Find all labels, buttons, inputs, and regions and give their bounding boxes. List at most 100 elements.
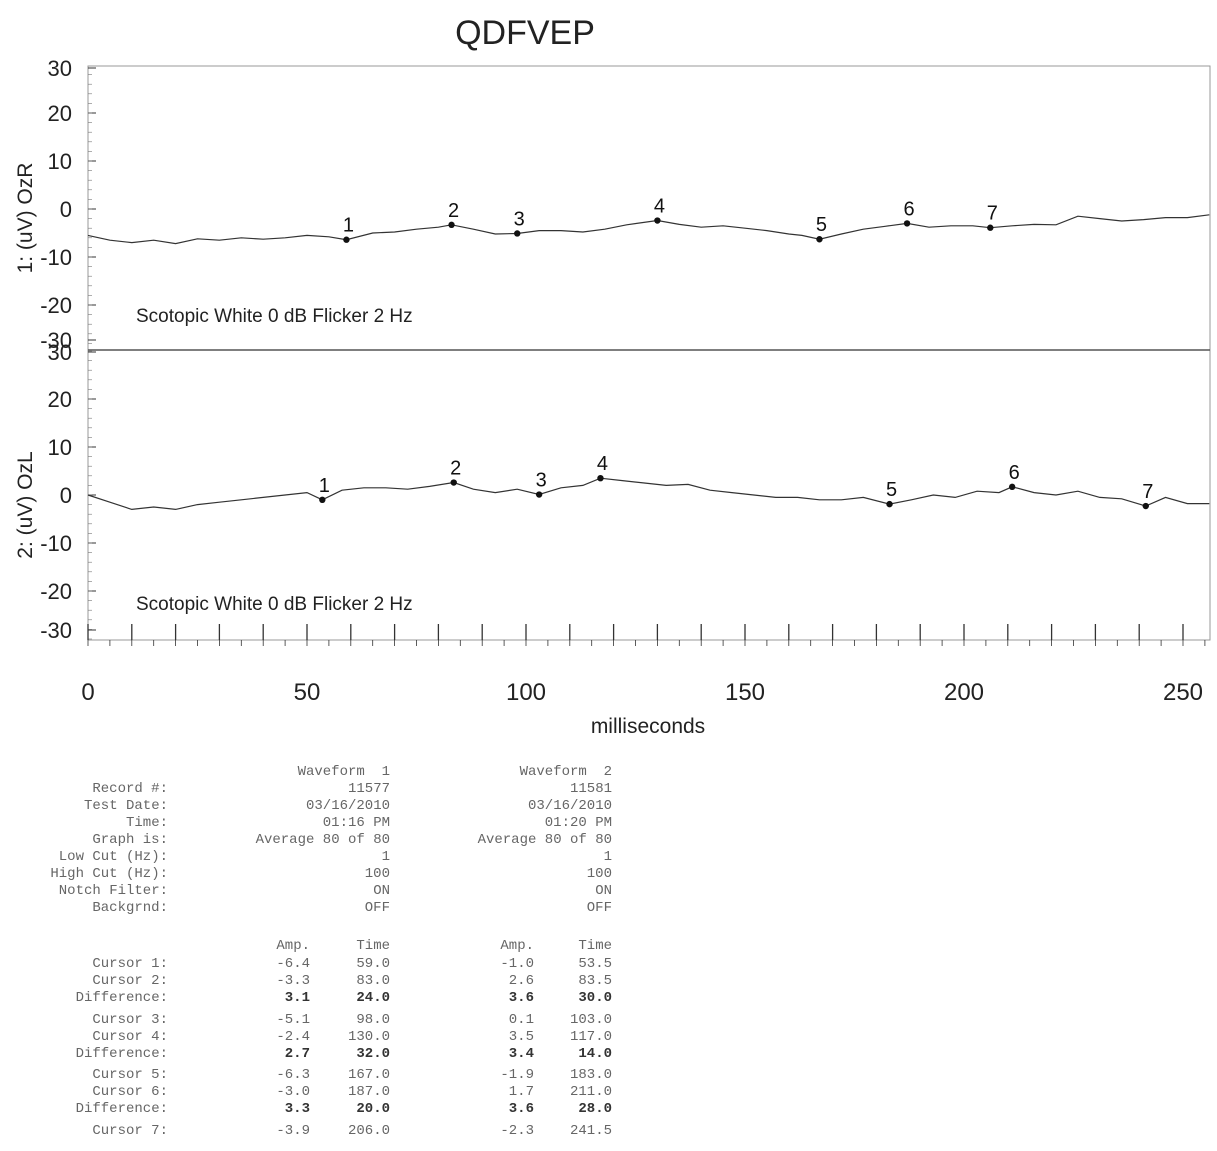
time-header-2: Time — [578, 938, 612, 955]
time-value-2: 30.0 — [578, 990, 612, 1007]
cursor-label: Cursor 1: — [92, 956, 168, 973]
y-tick-label: 0 — [60, 197, 72, 222]
info-label: Notch Filter: — [59, 883, 168, 900]
cursor-row: Cursor 6: -3.0 187.0 1.7 211.0 — [0, 1084, 640, 1101]
cursor-label: 5 — [816, 214, 827, 236]
time-header-1: Time — [356, 938, 390, 955]
cursor-marker — [514, 230, 520, 236]
cursor-marker — [1143, 503, 1149, 509]
amp-value-2: 3.4 — [509, 1046, 534, 1063]
amp-value-1: 3.3 — [285, 1101, 310, 1118]
channel-label: 1: (uV) OzR — [14, 163, 37, 274]
waveform2-value: Average 80 of 80 — [478, 832, 612, 849]
info-row: Low Cut (Hz): 1 1 — [0, 849, 640, 866]
waveform1-value: 03/16/2010 — [306, 798, 390, 815]
cursor-marker — [904, 220, 910, 226]
cursor-marker — [1009, 484, 1015, 490]
plot-frame — [88, 66, 1210, 640]
info-row: Backgrnd: OFF OFF — [0, 900, 640, 917]
amp-value-1: -6.4 — [276, 956, 310, 973]
cursor-label: 4 — [654, 196, 665, 218]
report-header-row: Waveform 1 Waveform 2 — [0, 764, 640, 781]
info-label: Graph is: — [92, 832, 168, 849]
cursor-marker — [319, 497, 325, 503]
info-row: Time: 01:16 PM 01:20 PM — [0, 815, 640, 832]
cursor-label: Cursor 6: — [92, 1084, 168, 1101]
difference-row: Difference: 2.7 32.0 3.4 14.0 — [0, 1046, 640, 1063]
difference-row: Difference: 3.3 20.0 3.6 28.0 — [0, 1101, 640, 1118]
cursor-label: 1 — [319, 475, 330, 497]
cursor-label: Cursor 5: — [92, 1067, 168, 1084]
info-label: Backgrnd: — [92, 900, 168, 917]
amp-value-2: 1.7 — [509, 1084, 534, 1101]
cursor-row: Cursor 5: -6.3 167.0 -1.9 183.0 — [0, 1067, 640, 1084]
cursor-label: 4 — [597, 453, 608, 475]
cursor-row: Cursor 7: -3.9 206.0 -2.3 241.5 — [0, 1123, 640, 1140]
cursor-label: Cursor 3: — [92, 1012, 168, 1029]
x-tick-label: 200 — [944, 679, 984, 706]
time-value-1: 206.0 — [348, 1123, 390, 1140]
cursor-label: Difference: — [76, 990, 168, 1007]
waveform1-value: ON — [373, 883, 390, 900]
cursor-label: 1 — [343, 215, 354, 237]
y-tick-label: 10 — [48, 149, 72, 174]
waveform1-value: Average 80 of 80 — [256, 832, 390, 849]
waveform1-value: 11577 — [348, 781, 390, 798]
time-value-1: 32.0 — [356, 1046, 390, 1063]
amp-value-1: -3.9 — [276, 1123, 310, 1140]
info-label: Low Cut (Hz): — [59, 849, 168, 866]
y-tick-label: -10 — [40, 245, 72, 270]
time-value-1: 20.0 — [356, 1101, 390, 1118]
cursor-label: 2 — [450, 458, 461, 480]
amp-value-2: 3.5 — [509, 1029, 534, 1046]
x-tick-label: 0 — [81, 679, 94, 706]
y-tick-label: 10 — [48, 435, 72, 460]
x-tick-label: 50 — [294, 679, 321, 706]
cursor-label: Difference: — [76, 1046, 168, 1063]
cursor-marker — [536, 491, 542, 497]
x-axis-label: milliseconds — [591, 715, 705, 738]
amp-value-1: -3.0 — [276, 1084, 310, 1101]
amp-value-2: -1.9 — [500, 1067, 534, 1084]
cursor-marker — [597, 475, 603, 481]
waveform2-value: OFF — [587, 900, 612, 917]
waveform2-value: 01:20 PM — [545, 815, 612, 832]
y-tick-label: 30 — [48, 56, 72, 81]
waveform1-value: 01:16 PM — [323, 815, 390, 832]
info-label: Test Date: — [84, 798, 168, 815]
waveform-trace — [88, 478, 1209, 509]
time-value-1: 167.0 — [348, 1067, 390, 1084]
amp-value-1: -3.3 — [276, 973, 310, 990]
cursor-label: 3 — [536, 470, 547, 492]
time-value-2: 53.5 — [578, 956, 612, 973]
amp-value-1: 2.7 — [285, 1046, 310, 1063]
amp-value-2: -1.0 — [500, 956, 534, 973]
amp-value-1: -6.3 — [276, 1067, 310, 1084]
amp-value-2: 2.6 — [509, 973, 534, 990]
amp-value-2: 3.6 — [509, 990, 534, 1007]
channel-label: 2: (uV) OzL — [14, 451, 37, 558]
time-value-1: 83.0 — [356, 973, 390, 990]
y-tick-label: -10 — [40, 531, 72, 556]
y-tick-label: 20 — [48, 387, 72, 412]
difference-row: Difference: 3.1 24.0 3.6 30.0 — [0, 990, 640, 1007]
time-value-1: 98.0 — [356, 1012, 390, 1029]
waveform-trace — [88, 215, 1209, 244]
amp-value-1: 3.1 — [285, 990, 310, 1007]
info-row: Test Date: 03/16/2010 03/16/2010 — [0, 798, 640, 815]
time-value-2: 83.5 — [578, 973, 612, 990]
time-value-2: 241.5 — [570, 1123, 612, 1140]
cursor-marker — [654, 217, 660, 223]
cursor-label: Difference: — [76, 1101, 168, 1118]
amp-value-1: -5.1 — [276, 1012, 310, 1029]
cursor-marker — [343, 237, 349, 243]
y-tick-label: -20 — [40, 293, 72, 318]
cursor-label: Cursor 7: — [92, 1123, 168, 1140]
time-value-2: 103.0 — [570, 1012, 612, 1029]
cursor-marker — [987, 225, 993, 231]
waveform1-value: 100 — [365, 866, 390, 883]
cursor-header-row: Amp. Time Amp. Time — [0, 938, 640, 955]
cursor-label: 7 — [1142, 481, 1153, 503]
time-value-2: 14.0 — [578, 1046, 612, 1063]
amp-value-1: -2.4 — [276, 1029, 310, 1046]
